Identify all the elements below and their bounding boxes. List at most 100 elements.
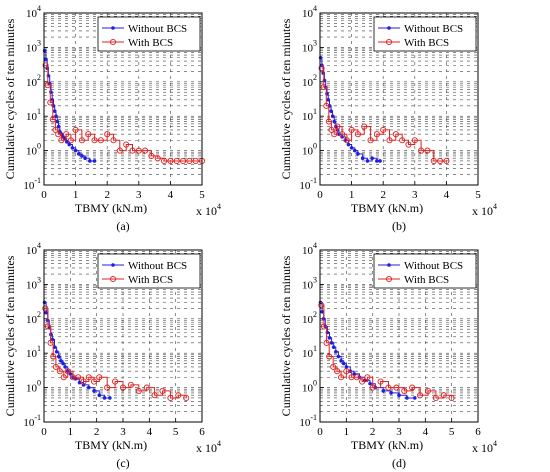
y-tick-exponent: 1 (37, 107, 41, 116)
series-point (112, 378, 119, 385)
x-multiplier-base: x 10 (196, 204, 217, 218)
y-tick-base: 10 (302, 348, 314, 360)
series-point (377, 378, 384, 385)
y-tick-exponent: 1 (313, 344, 317, 353)
legend-marker (385, 275, 393, 283)
series-point (349, 146, 354, 150)
series-point (76, 152, 81, 156)
series-point (91, 137, 98, 144)
x-tick-label: 2 (104, 189, 110, 201)
series-point (86, 385, 91, 390)
series-point (116, 147, 123, 154)
series-point (80, 378, 87, 385)
series-point (56, 354, 61, 359)
y-tick-exponent: -1 (34, 176, 41, 185)
series-point (401, 387, 408, 394)
series-point (142, 147, 149, 154)
series-point (119, 384, 127, 391)
series-point (83, 156, 87, 161)
series-point (343, 137, 350, 144)
series-point (440, 392, 447, 399)
y-tick-label: 104 (26, 241, 41, 257)
y-tick-base: 10 (23, 417, 35, 429)
y-tick-label: 104 (302, 241, 317, 257)
series-point (352, 148, 357, 153)
y-tick-label: 103 (26, 275, 41, 291)
series-point (346, 142, 351, 147)
x-multiplier-exponent: 4 (217, 202, 221, 211)
y-tick-base: 10 (302, 146, 314, 158)
series-point (92, 159, 97, 163)
series-point (424, 387, 432, 394)
x-multiplier-base: x 10 (472, 441, 493, 455)
x-tick-label: 1 (73, 189, 79, 201)
series-point (92, 389, 96, 393)
legend-marker (109, 275, 117, 283)
series-point (417, 392, 424, 399)
series-point (151, 392, 158, 399)
series-point (72, 126, 79, 133)
series-point (397, 393, 401, 398)
series-point (78, 137, 85, 144)
series-point (175, 392, 182, 399)
series-point (327, 336, 332, 340)
x-tick-label: 2 (370, 426, 376, 438)
series-point (44, 82, 51, 89)
series-point (50, 97, 55, 102)
series-point (321, 71, 325, 75)
series-point (108, 396, 112, 400)
y-tick-label: 102 (26, 73, 41, 89)
series-point (77, 380, 82, 385)
series-point (135, 147, 142, 154)
y-tick-exponent: 1 (37, 344, 41, 353)
series-point (161, 157, 168, 165)
series-point (361, 123, 368, 130)
series-point (332, 119, 337, 124)
series-point (318, 302, 325, 309)
series-point (85, 374, 92, 381)
legend-box (373, 253, 477, 289)
series-point (167, 157, 174, 165)
series-point (54, 349, 59, 354)
legend-marker (109, 38, 117, 46)
series-point (96, 374, 103, 381)
series-point (370, 156, 374, 161)
y-tick-base: 10 (26, 42, 38, 54)
series-point (42, 305, 49, 312)
panel-caption: (d) (392, 456, 406, 470)
x-multiplier-base: x 10 (196, 441, 217, 455)
y-tick-base: 10 (302, 314, 314, 326)
y-tick-exponent: 4 (313, 241, 317, 250)
y-tick-label: 100 (302, 142, 317, 158)
x-tick-label: 4 (168, 189, 174, 201)
y-tick-label: 104 (302, 4, 317, 20)
y-tick-exponent: 2 (313, 73, 317, 82)
series-point (389, 391, 393, 395)
y-tick-label: 10-1 (299, 176, 317, 192)
x-tick-label: 5 (199, 189, 205, 201)
series-point (325, 91, 329, 96)
series-point (56, 368, 63, 375)
legend: Without BCS With BCS (97, 253, 201, 289)
series-point (356, 152, 360, 156)
y-tick-base: 10 (23, 180, 35, 192)
series-point (42, 62, 49, 69)
series-point (328, 126, 335, 133)
legend-marker (387, 263, 391, 267)
series-point (413, 396, 417, 400)
panel-caption: (a) (116, 219, 129, 233)
series-point (330, 114, 335, 118)
series-point (173, 157, 180, 165)
y-tick-base: 10 (26, 383, 38, 395)
y-tick-base: 10 (26, 348, 38, 360)
series-point (325, 118, 332, 125)
y-tick-label: 100 (302, 379, 317, 395)
panel-caption: (c) (116, 456, 129, 470)
series-point (392, 131, 399, 138)
series-point (56, 124, 61, 129)
series-point (88, 159, 92, 163)
legend-entry: With BCS (128, 37, 173, 49)
